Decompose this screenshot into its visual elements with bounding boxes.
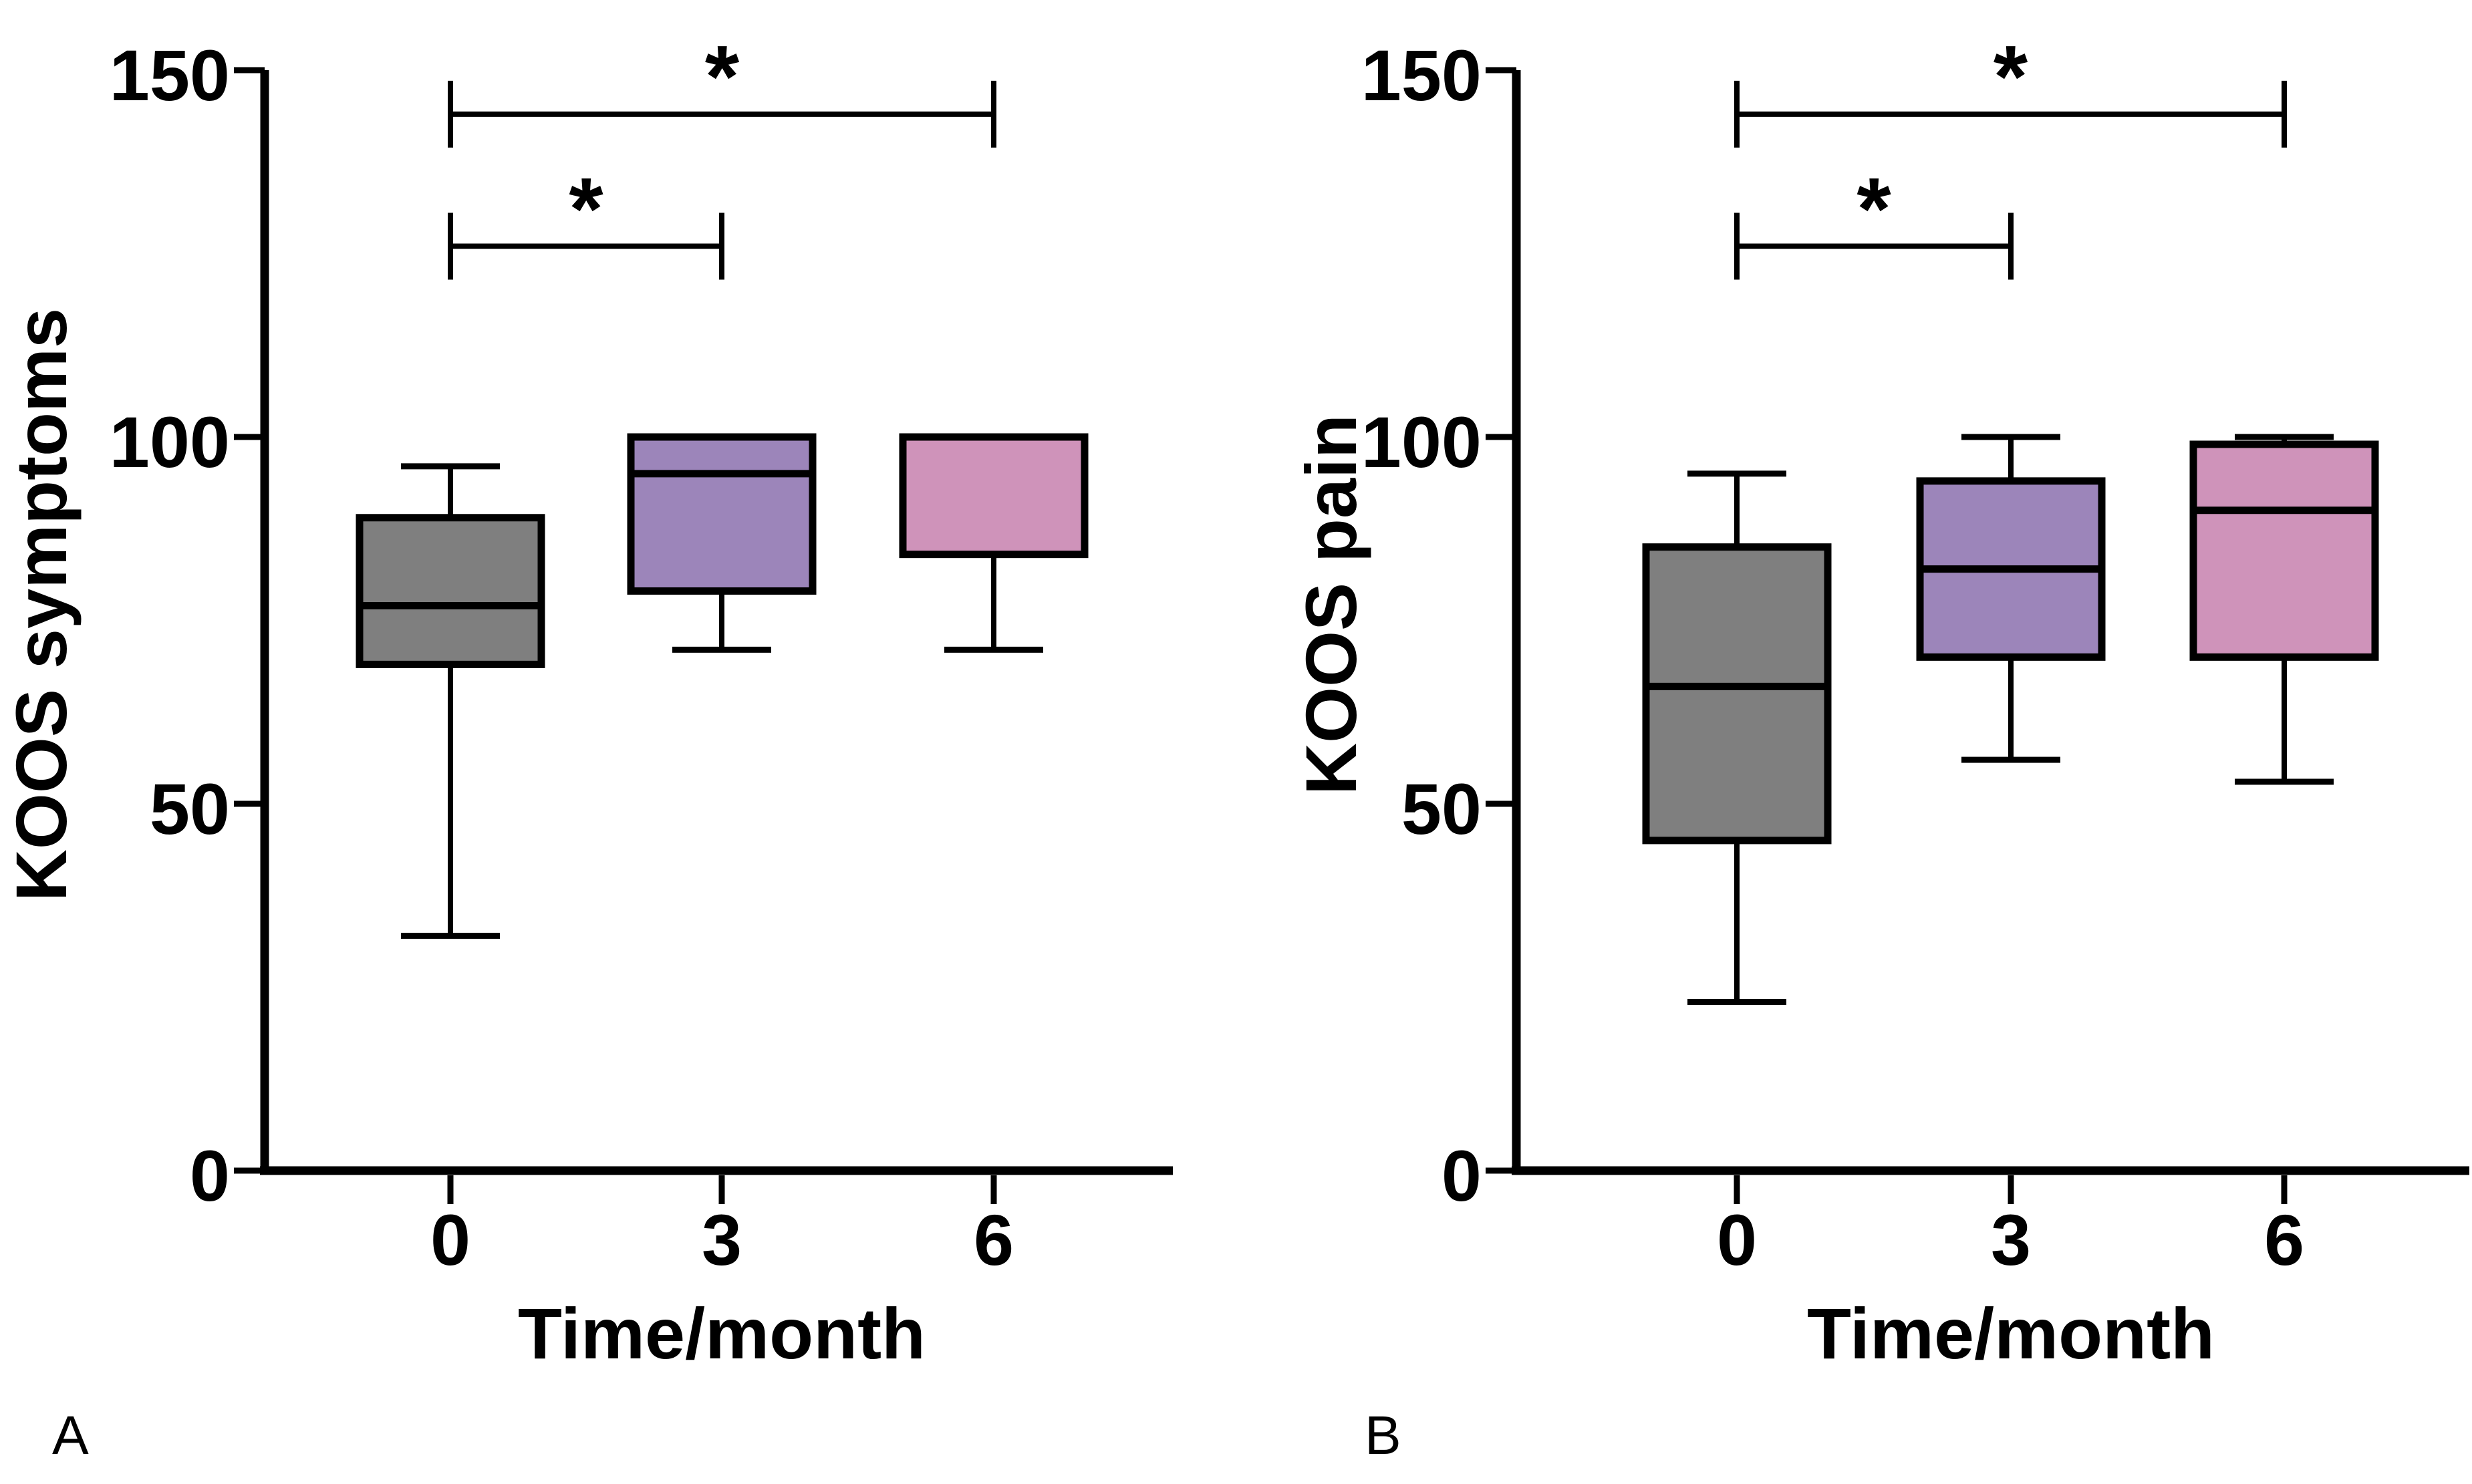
significance-asterisk: * [1857,159,1891,258]
y-tick-label: 100 [1361,402,1482,482]
box-3 [627,433,817,595]
x-axis-title-time-month-a: Time/month [517,1293,926,1374]
x-tick-label: 3 [1990,1199,2032,1280]
x-tick-label: 6 [973,1199,1014,1280]
x-axis-title-time-month-b: Time/month [1806,1293,2215,1374]
y-tick-label: 100 [109,402,230,482]
significance-asterisk: * [569,159,603,258]
y-axis-title-koos-pain: KOOS pain [1290,414,1371,796]
y-tick-label: 150 [1361,35,1482,116]
x-tick-label: 3 [701,1199,742,1280]
y-tick-label: 150 [109,35,230,116]
significance-asterisk: * [704,27,740,126]
y-tick-label: 0 [1441,1135,1482,1216]
y-tick-label: 50 [1401,768,1482,849]
box-6 [899,433,1089,559]
box-0 [1642,543,1832,845]
box-6 [2189,440,2379,661]
y-tick-label: 0 [189,1135,230,1216]
x-tick-label: 6 [2263,1199,2305,1280]
box-0 [356,514,545,668]
significance-asterisk: * [1993,27,2028,126]
y-tick-label: 50 [149,768,230,849]
x-tick-label: 0 [430,1199,471,1280]
panel-letter-a: A [52,1405,89,1466]
panel-letter-b: B [1365,1405,1401,1466]
x-tick-label: 0 [1716,1199,1758,1280]
